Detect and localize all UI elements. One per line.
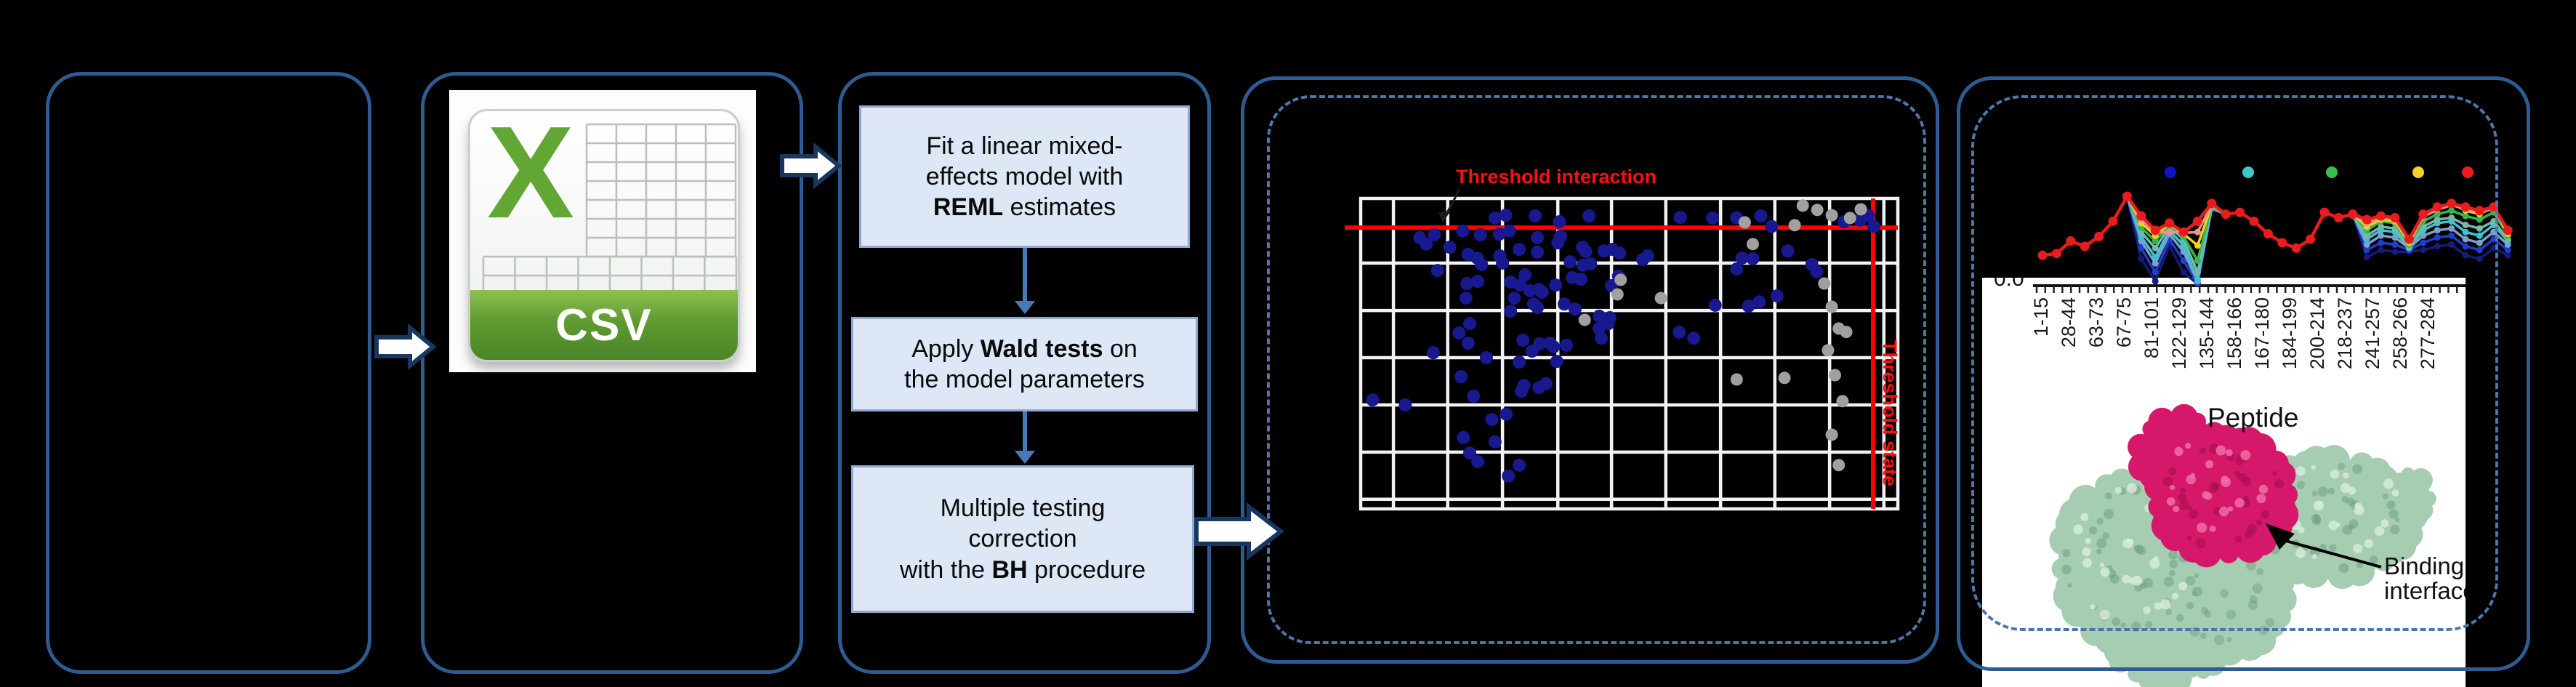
- flow-step-line: REML estimates: [933, 193, 1116, 222]
- excel-x-icon: X: [486, 109, 575, 246]
- legend-dot-3: [2412, 166, 2424, 178]
- uptake-legend: [2165, 166, 2474, 178]
- block-arrow: [780, 142, 842, 190]
- flow-step-line: Fit a linear mixed-: [926, 132, 1123, 160]
- flow-step-line: the model parameters: [904, 366, 1145, 393]
- flow-step-line: correction: [968, 525, 1077, 553]
- peptide-tick-label: 277-284: [2417, 297, 2439, 369]
- flow-step-bh: Multiple testing correction with the BH pr…: [851, 465, 1194, 613]
- peptide-tick-label: 241-257: [2362, 297, 2383, 369]
- peptide-tick-label: 122-129: [2168, 297, 2190, 369]
- protein-structure: [2049, 403, 2436, 687]
- block-arrow: [374, 323, 437, 371]
- peptide-tick-label: 158-166: [2223, 297, 2245, 369]
- peptide-axis-protein-graphic: 1-15 28-44 63-73 67-75 81-101 122-129 135-144 1…: [2030, 284, 2466, 687]
- peptide-tick-label: 167-180: [2251, 297, 2273, 369]
- peptide-tick-label: 28-44: [2058, 297, 2080, 347]
- peptide-tick-label: 184-199: [2279, 297, 2301, 369]
- peptide-tick-label: 258-266: [2389, 297, 2411, 369]
- scatter-series-gray_points: [1578, 199, 1867, 472]
- y-axis-tick-0: 0.0: [1994, 278, 2024, 291]
- peptide-tick-label: 200-214: [2306, 297, 2328, 369]
- csv-grid-icon: [482, 123, 738, 296]
- binding-arrow-line: [2285, 539, 2382, 569]
- peptide-tick-label: 135-144: [2196, 297, 2218, 369]
- scatter-plot: [1345, 188, 1900, 511]
- flow-step-line: Apply Wald tests on: [911, 334, 1138, 363]
- csv-banner: CSV: [470, 290, 738, 360]
- uptake-series-red: [2042, 194, 2510, 257]
- peptide-protein-panel: 0.0 1-15 28-44 63-73 67-75 81-101 122-129 135-…: [1982, 278, 2466, 687]
- peptide-tick-label: 218-237: [2334, 297, 2356, 369]
- peptide-tick-label: 1-15: [2030, 297, 2052, 337]
- csv-card: X CSV: [468, 109, 740, 362]
- csv-file-icon: X CSV: [449, 90, 756, 372]
- flow-step-line: Multiple testing: [940, 494, 1106, 523]
- threshold-state-label: Threshold state: [1879, 340, 1901, 487]
- peptide-tick-label: 67-75: [2113, 297, 2135, 347]
- csv-label: CSV: [555, 300, 653, 350]
- legend-dot-2: [2326, 166, 2338, 178]
- peptide-axis: 1-15 28-44 63-73 67-75 81-101 122-129 135-144 1…: [2030, 284, 2466, 369]
- binding-arrow-head: [2266, 523, 2295, 550]
- legend-dot-0: [2165, 166, 2176, 178]
- flow-step-line: with the BH procedure: [899, 555, 1146, 584]
- peptide-tick-label: 63-73: [2085, 297, 2107, 347]
- flow-step-line: effects model with: [925, 162, 1124, 190]
- binding-interface-label-line2: interface: [2384, 577, 2466, 604]
- peptide-tick-label: 81-101: [2141, 297, 2162, 358]
- threshold-interaction-label: Threshold interaction: [1456, 166, 1657, 188]
- binding-interface-label-line1: Binding: [2384, 553, 2465, 579]
- peptide-axis-label: Peptide: [2207, 403, 2299, 433]
- flow-step-reml: Fit a linear mixed-effects model with REM…: [859, 105, 1190, 248]
- legend-dot-4: [2462, 166, 2474, 178]
- flow-step-wald: Apply Wald tests on the model parameters: [851, 317, 1198, 411]
- block-arrow: [1194, 502, 1284, 561]
- legend-dot-1: [2242, 166, 2254, 178]
